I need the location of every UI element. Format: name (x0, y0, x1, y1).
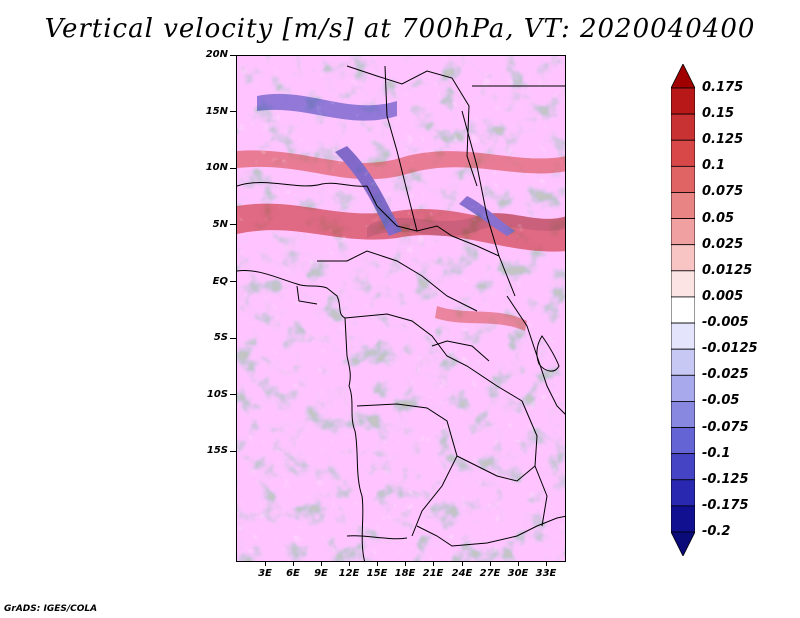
lon-label-6e: 6E (286, 568, 300, 579)
lon-label-9e: 9E (314, 568, 328, 579)
colorbar-segment (671, 296, 695, 324)
colorbar-label: 0.075 (702, 184, 744, 200)
colorbar-segment (671, 139, 695, 167)
colorbar-segment (671, 192, 695, 219)
colorbar-segment (671, 218, 695, 246)
colorbar-label: -0.2 (702, 524, 731, 539)
lat-label-15s: 15S (206, 445, 228, 456)
grads-credit: GrADS: IGES/COLA (4, 604, 98, 614)
colorbar-segment (671, 479, 695, 507)
lat-tick (230, 394, 236, 395)
lat-tick (230, 55, 236, 56)
lon-label-18e: 18E (394, 568, 416, 579)
colorbar-label: 0.025 (702, 236, 744, 252)
colorbar-label: -0.175 (702, 497, 749, 513)
lon-label-12e: 12E (338, 568, 360, 579)
lon-tick (462, 561, 463, 566)
lon-label-27e: 27E (479, 568, 501, 579)
lat-label-10n: 10N (205, 162, 228, 173)
colorbar-label: 0.005 (702, 288, 744, 304)
colorbar-segment (671, 322, 695, 350)
lon-tick (405, 561, 406, 566)
lat-label-5n: 5N (212, 219, 228, 230)
velocity-contours (237, 56, 565, 561)
lon-label-21e: 21E (422, 568, 444, 579)
lon-tick (433, 561, 434, 566)
colorbar-label: -0.025 (702, 367, 749, 383)
colorbar-label: 0.15 (702, 106, 735, 122)
colorbar-segment (671, 505, 695, 533)
lon-tick (321, 561, 322, 566)
colorbar-label: 0.125 (702, 132, 744, 148)
lon-tick (265, 561, 266, 566)
colorbar-label: -0.05 (702, 393, 740, 409)
colorbar-segment (671, 453, 695, 481)
lat-tick (230, 111, 236, 112)
lat-label-20n: 20N (205, 49, 228, 60)
colorbar-label: -0.125 (702, 471, 749, 487)
map-title: Vertical velocity [m/s] at 700hPa, VT: 2… (44, 14, 756, 44)
colorbar-label: 0.1 (702, 158, 726, 174)
lon-label-3e: 3E (258, 568, 272, 579)
lon-label-24e: 24E (451, 568, 473, 579)
lat-tick (230, 338, 236, 339)
colorbar-label: 0.175 (702, 80, 744, 95)
colorbar-segment (671, 348, 695, 376)
velocity-map (236, 55, 566, 562)
lat-label-eq: EQ (212, 276, 228, 287)
colorbar-segment (671, 374, 695, 402)
lat-label-10s: 10S (206, 389, 228, 400)
colorbar-segment (671, 427, 695, 455)
lon-tick (293, 561, 294, 566)
colorbar-segment (671, 270, 695, 298)
map-canvas (237, 56, 565, 561)
lon-label-33e: 33E (535, 568, 557, 579)
lat-tick (230, 281, 236, 282)
lon-label-15e: 15E (366, 568, 388, 579)
lat-label-15n: 15N (205, 106, 228, 117)
colorbar-top-arrow (671, 64, 695, 89)
lon-tick (546, 561, 547, 566)
lat-tick (230, 224, 236, 225)
colorbar (671, 64, 695, 556)
colorbar-segment (671, 87, 695, 115)
country-borders (237, 65, 565, 561)
colorbar-segment (671, 113, 695, 141)
lon-tick (490, 561, 491, 566)
colorbar-label: -0.1 (702, 445, 731, 461)
lat-tick (230, 451, 236, 452)
lon-tick (377, 561, 378, 566)
lon-tick (518, 561, 519, 566)
colorbar-label: 0.0125 (702, 262, 753, 278)
colorbar-bottom-arrow (671, 531, 695, 556)
colorbar-label: -0.0125 (702, 341, 758, 357)
lat-tick (230, 168, 236, 169)
colorbar-segment (671, 244, 695, 272)
colorbar-label: -0.075 (702, 419, 749, 435)
lat-label-5s: 5S (213, 332, 228, 343)
colorbar-segment (671, 165, 695, 193)
colorbar-label: -0.005 (702, 315, 749, 331)
colorbar-label: 0.05 (702, 210, 735, 226)
lon-label-30e: 30E (507, 568, 529, 579)
colorbar-segment (671, 401, 695, 428)
lon-tick (349, 561, 350, 566)
